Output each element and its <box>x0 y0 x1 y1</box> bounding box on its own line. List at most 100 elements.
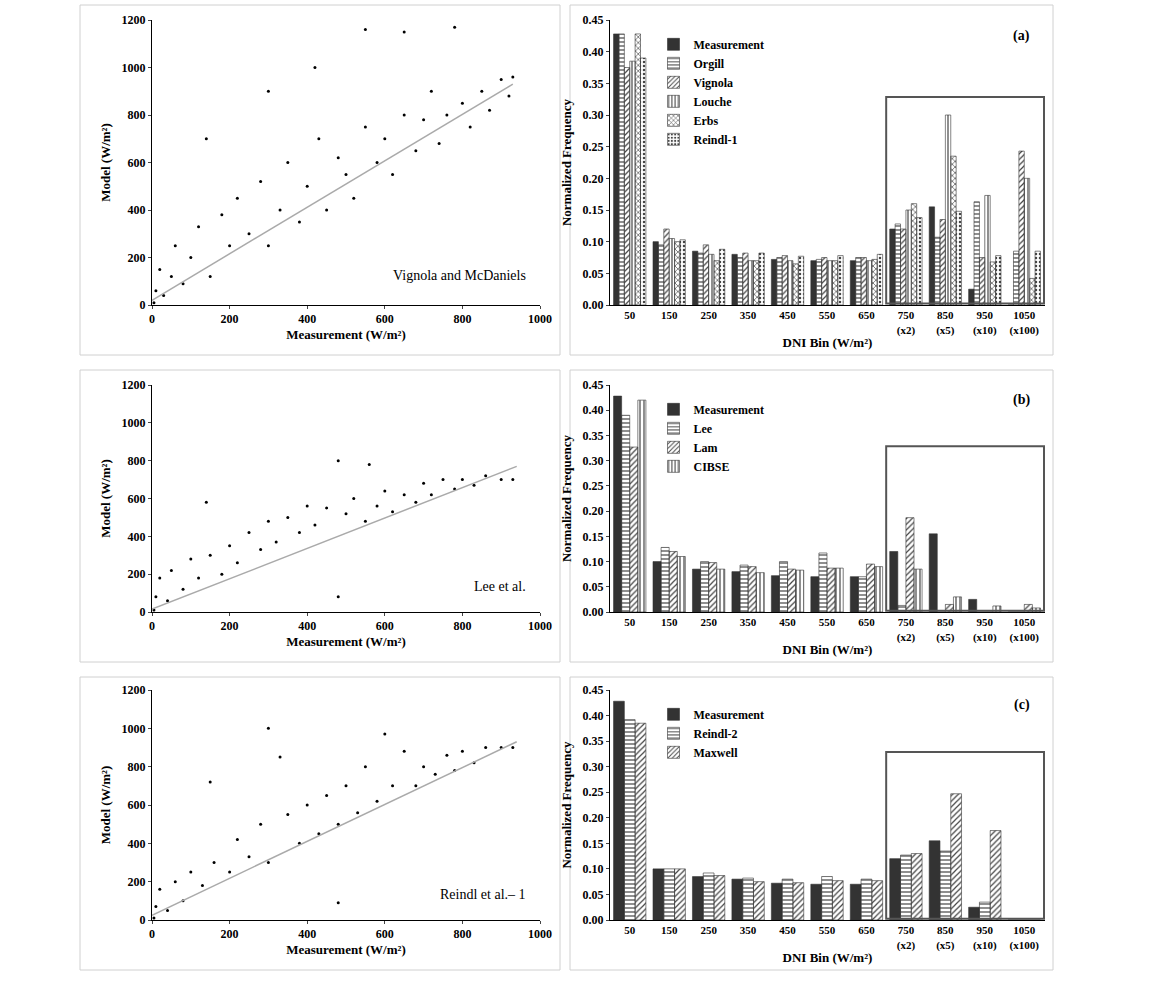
svg-text:Vignola: Vignola <box>694 76 734 90</box>
svg-text:650: 650 <box>858 309 875 321</box>
svg-text:150: 150 <box>661 616 678 628</box>
svg-text:400: 400 <box>128 203 146 217</box>
svg-text:0: 0 <box>140 298 146 312</box>
svg-text:600: 600 <box>376 927 394 941</box>
svg-text:0.40: 0.40 <box>583 709 604 723</box>
svg-text:1000: 1000 <box>528 619 552 633</box>
svg-text:1200: 1200 <box>122 378 146 392</box>
svg-text:Measurement (W/m²): Measurement (W/m²) <box>286 942 406 957</box>
svg-text:450: 450 <box>779 309 796 321</box>
svg-text:Vignola and McDaniels: Vignola and McDaniels <box>393 268 526 283</box>
svg-text:Reindl-1: Reindl-1 <box>694 133 738 147</box>
svg-text:0.15: 0.15 <box>583 837 604 851</box>
svg-text:450: 450 <box>779 924 796 936</box>
svg-text:1050(x100): 1050(x100) <box>1010 616 1040 643</box>
svg-text:850(x5): 850(x5) <box>936 309 955 336</box>
svg-text:550: 550 <box>819 616 836 628</box>
svg-text:750(x2): 750(x2) <box>897 309 916 336</box>
svg-text:400: 400 <box>128 837 146 851</box>
svg-text:Reindl et al.– 1: Reindl et al.– 1 <box>440 887 526 902</box>
svg-text:DNI Bin (W/m²): DNI Bin (W/m²) <box>783 335 873 350</box>
svg-text:1000: 1000 <box>122 722 146 736</box>
svg-text:Measurement (W/m²): Measurement (W/m²) <box>286 327 406 342</box>
svg-text:350: 350 <box>740 309 757 321</box>
svg-text:0.15: 0.15 <box>583 530 604 544</box>
svg-text:0.15: 0.15 <box>583 203 604 217</box>
svg-text:1200: 1200 <box>122 13 146 27</box>
svg-text:1050(x100): 1050(x100) <box>1010 309 1040 336</box>
svg-text:0.10: 0.10 <box>583 235 604 249</box>
svg-text:750(x2): 750(x2) <box>897 924 916 951</box>
svg-text:Erbs: Erbs <box>694 114 719 128</box>
svg-text:Model (W/m²): Model (W/m²) <box>98 123 113 202</box>
svg-text:0.35: 0.35 <box>583 734 604 748</box>
svg-text:Model (W/m²): Model (W/m²) <box>98 459 113 538</box>
svg-text:200: 200 <box>128 251 146 265</box>
svg-text:600: 600 <box>376 312 394 326</box>
svg-text:1000: 1000 <box>528 312 552 326</box>
svg-text:0.00: 0.00 <box>583 298 604 312</box>
svg-text:150: 150 <box>661 924 678 936</box>
svg-text:750(x2): 750(x2) <box>897 616 916 643</box>
svg-text:50: 50 <box>624 924 636 936</box>
svg-text:0: 0 <box>140 913 146 927</box>
svg-text:0.30: 0.30 <box>583 108 604 122</box>
svg-text:Measurement (W/m²): Measurement (W/m²) <box>286 634 406 649</box>
svg-text:0.45: 0.45 <box>583 13 604 27</box>
svg-text:200: 200 <box>221 312 239 326</box>
svg-text:250: 250 <box>700 309 717 321</box>
svg-text:200: 200 <box>128 875 146 889</box>
svg-text:Lee et al.: Lee et al. <box>474 579 526 594</box>
svg-text:0.45: 0.45 <box>583 378 604 392</box>
svg-text:550: 550 <box>819 309 836 321</box>
svg-text:0.40: 0.40 <box>583 403 604 417</box>
svg-text:550: 550 <box>819 924 836 936</box>
svg-text:600: 600 <box>128 156 146 170</box>
svg-text:800: 800 <box>128 454 146 468</box>
svg-text:950(x10): 950(x10) <box>973 924 997 951</box>
svg-text:250: 250 <box>700 616 717 628</box>
svg-text:0.25: 0.25 <box>583 140 604 154</box>
svg-text:0.00: 0.00 <box>583 913 604 927</box>
svg-text:Lam: Lam <box>694 441 718 455</box>
svg-text:600: 600 <box>128 492 146 506</box>
svg-text:400: 400 <box>298 312 316 326</box>
svg-text:0.45: 0.45 <box>583 683 604 697</box>
svg-text:0: 0 <box>149 927 155 941</box>
svg-text:800: 800 <box>453 927 471 941</box>
svg-text:0.10: 0.10 <box>583 555 604 569</box>
svg-text:950(x10): 950(x10) <box>973 309 997 336</box>
svg-text:Maxwell: Maxwell <box>694 746 739 760</box>
svg-text:350: 350 <box>740 616 757 628</box>
svg-text:250: 250 <box>700 924 717 936</box>
svg-text:(c): (c) <box>1014 697 1030 713</box>
svg-text:850(x5): 850(x5) <box>936 616 955 643</box>
svg-text:800: 800 <box>128 108 146 122</box>
svg-text:(a): (a) <box>1013 28 1030 44</box>
svg-text:400: 400 <box>298 619 316 633</box>
svg-text:0.00: 0.00 <box>583 605 604 619</box>
svg-text:DNI Bin (W/m²): DNI Bin (W/m²) <box>783 642 873 657</box>
svg-text:150: 150 <box>661 309 678 321</box>
svg-text:Louche: Louche <box>694 95 733 109</box>
svg-text:Normalized Frequency: Normalized Frequency <box>559 741 574 869</box>
svg-text:1000: 1000 <box>528 927 552 941</box>
svg-text:800: 800 <box>128 760 146 774</box>
svg-text:1000: 1000 <box>122 61 146 75</box>
svg-text:0.25: 0.25 <box>583 479 604 493</box>
svg-text:(b): (b) <box>1013 392 1030 408</box>
svg-text:400: 400 <box>128 530 146 544</box>
svg-text:DNI Bin (W/m²): DNI Bin (W/m²) <box>783 950 873 965</box>
svg-text:0.05: 0.05 <box>583 888 604 902</box>
svg-text:Reindl-2: Reindl-2 <box>694 727 738 741</box>
svg-text:450: 450 <box>779 616 796 628</box>
svg-text:650: 650 <box>858 924 875 936</box>
svg-text:600: 600 <box>376 619 394 633</box>
svg-text:800: 800 <box>453 312 471 326</box>
svg-text:0.20: 0.20 <box>583 811 604 825</box>
svg-text:0.20: 0.20 <box>583 504 604 518</box>
svg-text:0.20: 0.20 <box>583 172 604 186</box>
svg-text:0: 0 <box>140 605 146 619</box>
svg-text:0.10: 0.10 <box>583 862 604 876</box>
svg-text:0.05: 0.05 <box>583 267 604 281</box>
